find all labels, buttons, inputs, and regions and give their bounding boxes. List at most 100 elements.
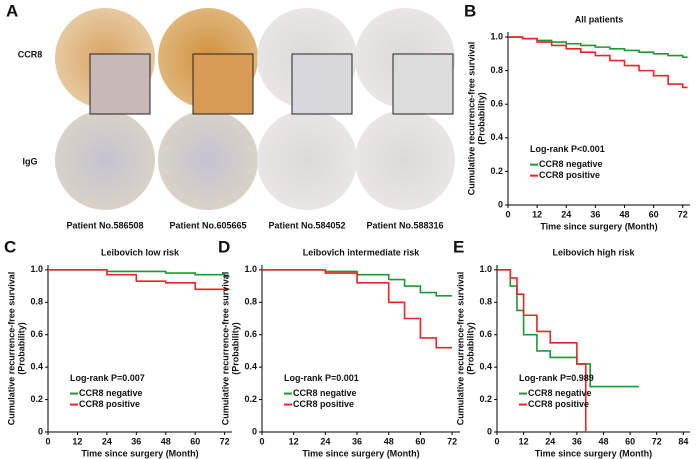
x-tick-label: 36 [572,436,582,446]
y-tick-label: 0.2 [490,166,503,176]
x-tick-label: 48 [384,436,394,446]
y-axis-label: Cumulative recurrence-free survival [455,272,465,426]
x-tick-label: 0 [45,436,50,446]
y-tick-label: 1.0 [490,31,503,41]
y-tick-label: 0.6 [490,99,503,109]
x-axis-label: Time since surgery (Month) [81,448,198,458]
survival-curve [508,36,688,89]
y-tick-label: 0.8 [30,297,43,307]
x-axis-label: Time since surgery (Month) [535,448,652,458]
y-tick-label: 0.8 [479,297,492,307]
x-axis-label: Time since surgery (Month) [540,221,657,231]
row-label: CCR8 [18,49,43,59]
legend-label: CCR8 negative [528,388,592,398]
x-tick-label: 12 [532,209,542,219]
y-axis-label: Cumulative recurrence-free survival [466,42,476,196]
x-tick-label: 0 [494,436,499,446]
panel-label: B [464,1,476,20]
x-tick-label: 48 [161,436,171,446]
y-tick-label: 0.4 [490,132,503,142]
patient-label: Patient No.584052 [268,220,345,230]
y-tick-label: 0.8 [244,297,257,307]
y-axis-label: (Probability) [465,322,475,375]
y-tick-label: 0.2 [479,394,492,404]
x-tick-label: 12 [519,436,529,446]
x-axis-label: Time since surgery (Month) [302,448,419,458]
panel-label: A [6,1,18,20]
legend-label: CCR8 positive [528,399,589,409]
annotation: Log-rank P=0.001 [284,373,359,383]
y-tick-label: 1.0 [244,264,257,274]
x-tick-label: 48 [598,436,608,446]
y-tick-label: 0.4 [244,362,257,372]
x-tick-label: 84 [678,436,688,446]
patient-label: Patient No.586508 [66,220,143,230]
patient-label: Patient No.588316 [366,220,443,230]
y-tick-label: 0.6 [479,329,492,339]
x-tick-label: 0 [505,209,510,219]
y-tick-label: 0.4 [479,362,492,372]
survival-curve [497,269,639,388]
y-axis-label: (Probability) [16,322,26,375]
chart-title: Leibovich low risk [101,247,180,257]
y-tick-label: 1.0 [30,264,43,274]
x-tick-label: 36 [352,436,362,446]
survival-curve [262,269,453,349]
x-tick-label: 60 [625,436,635,446]
x-tick-label: 72 [678,209,688,219]
legend-label: CCR8 positive [539,170,600,180]
y-axis-label: (Probability) [476,92,486,145]
survival-curve [497,269,587,432]
legend-label: CCR8 positive [79,399,140,409]
y-tick-label: 0 [38,426,43,436]
legend-label: CCR8 negative [293,388,357,398]
x-tick-label: 60 [649,209,659,219]
y-axis-label: (Probability) [230,322,240,375]
x-tick-label: 72 [652,436,662,446]
y-tick-label: 0.6 [244,329,257,339]
y-tick-label: 0.6 [30,329,43,339]
chart-title: All patients [575,14,624,24]
survival-curve [48,269,230,278]
survival-curve [48,269,230,291]
row-label: IgG [23,156,38,166]
x-tick-label: 12 [289,436,299,446]
x-tick-label: 24 [102,436,112,446]
x-tick-label: 72 [220,436,230,446]
annotation: Log-rank P<0.001 [530,144,605,154]
panel-label: C [4,237,16,256]
y-tick-label: 0.8 [490,65,503,75]
y-tick-label: 0 [498,199,503,209]
y-tick-label: 0 [252,426,257,436]
y-tick-label: 1.0 [479,264,492,274]
x-tick-label: 24 [545,436,555,446]
y-axis-label: Cumulative recurrence-free survival [220,272,230,426]
y-axis-label: Cumulative recurrence-free survival [6,272,16,426]
x-tick-label: 36 [590,209,600,219]
chart-title: Leibovich intermediate risk [303,247,421,257]
panel-label: E [453,237,464,256]
legend-label: CCR8 positive [293,399,354,409]
panel-label: D [218,237,230,256]
annotation: Log-rank P=0.989 [519,373,594,383]
tissue-images [55,8,455,210]
y-tick-label: 0 [487,426,492,436]
x-tick-label: 24 [561,209,571,219]
y-tick-label: 0.2 [244,394,257,404]
patient-label: Patient No.605665 [169,220,246,230]
y-tick-label: 0.2 [30,394,43,404]
x-tick-label: 12 [72,436,82,446]
x-tick-label: 48 [619,209,629,219]
x-tick-label: 36 [131,436,141,446]
x-tick-label: 60 [415,436,425,446]
y-tick-label: 0.4 [30,362,43,372]
survival-curve [508,36,688,58]
x-tick-label: 24 [320,436,330,446]
x-tick-label: 60 [190,436,200,446]
x-tick-label: 0 [259,436,264,446]
x-tick-label: 72 [447,436,457,446]
legend-label: CCR8 negative [539,159,603,169]
legend-label: CCR8 negative [79,388,143,398]
chart-title: Leibovich high risk [552,247,635,257]
